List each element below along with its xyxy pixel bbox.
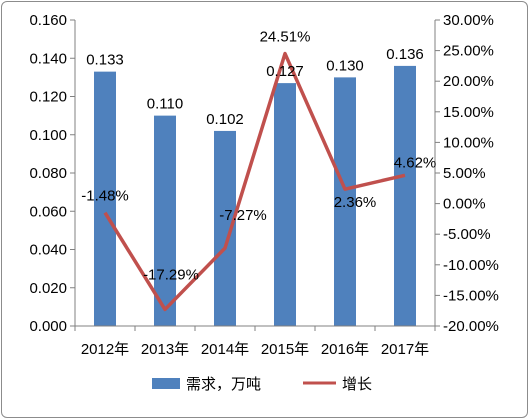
left-tick-label: 0.040 bbox=[29, 242, 67, 259]
line-data-label: -7.27% bbox=[219, 207, 267, 224]
left-tick-label: 0.080 bbox=[29, 165, 67, 182]
bar bbox=[154, 115, 176, 326]
right-tick-label: 25.00% bbox=[443, 43, 494, 60]
right-tick-label: 5.00% bbox=[443, 165, 486, 182]
bar bbox=[214, 130, 236, 326]
line-data-label: -1.48% bbox=[81, 188, 129, 205]
category-label: 2012年 bbox=[81, 341, 129, 358]
line-data-label: 24.51% bbox=[260, 29, 311, 46]
legend-bar-label: 需求，万吨 bbox=[186, 375, 261, 393]
legend-bar-swatch bbox=[152, 378, 180, 389]
category-label: 2015年 bbox=[261, 341, 309, 358]
left-tick-label: 0.100 bbox=[29, 127, 67, 144]
line-data-label: 2.36% bbox=[334, 194, 377, 211]
bar-data-label: 0.136 bbox=[386, 46, 424, 63]
right-tick-label: -20.00% bbox=[443, 318, 499, 335]
right-tick-label: -10.00% bbox=[443, 257, 499, 274]
bar-data-labels: 0.133 0.110 0.102 0.127 0.130 0.136 bbox=[86, 46, 424, 128]
right-axis-ticks: -20.00% -15.00% -10.00% -5.00% 0.00% 5.00% 10.… bbox=[435, 12, 499, 335]
bar bbox=[94, 71, 116, 326]
legend: 需求，万吨 增长 bbox=[152, 375, 372, 393]
right-tick-label: 30.00% bbox=[443, 12, 494, 29]
left-tick-label: 0.000 bbox=[29, 318, 67, 335]
left-axis-ticks: 0.000 0.020 0.040 0.060 0.080 0.100 0.120 0.140… bbox=[29, 12, 75, 335]
bar-data-label: 0.127 bbox=[266, 63, 304, 80]
bar-data-label: 0.130 bbox=[326, 57, 364, 74]
line-data-labels: -1.48% -17.29% -7.27% 24.51% 2.36% 4.62% bbox=[81, 29, 436, 284]
right-tick-label: -15.00% bbox=[443, 287, 499, 304]
category-label: 2013年 bbox=[141, 341, 189, 358]
category-label: 2017年 bbox=[381, 341, 429, 358]
legend-line-label: 增长 bbox=[342, 375, 372, 393]
bar-data-label: 0.102 bbox=[206, 111, 244, 128]
category-label: 2016年 bbox=[321, 341, 369, 358]
bar-data-label: 0.110 bbox=[147, 96, 183, 113]
right-tick-label: 15.00% bbox=[443, 104, 494, 121]
right-tick-label: 10.00% bbox=[443, 134, 494, 151]
category-labels: 2012年 2013年 2014年 2015年 2016年 2017年 bbox=[81, 341, 429, 358]
left-tick-label: 0.140 bbox=[29, 50, 67, 67]
right-tick-label: 20.00% bbox=[443, 73, 494, 90]
right-tick-label: -5.00% bbox=[443, 226, 491, 243]
left-tick-label: 0.060 bbox=[29, 203, 67, 220]
axes bbox=[74, 20, 436, 331]
left-tick-label: 0.120 bbox=[29, 89, 67, 106]
growth-line bbox=[103, 51, 406, 312]
line-data-label: 4.62% bbox=[394, 154, 437, 171]
bar bbox=[274, 83, 296, 326]
line-data-label: -17.29% bbox=[143, 266, 199, 283]
bar bbox=[334, 77, 356, 326]
right-tick-label: 0.00% bbox=[443, 196, 486, 213]
left-tick-label: 0.160 bbox=[29, 12, 67, 29]
bar-series bbox=[94, 65, 416, 327]
line-series bbox=[103, 51, 406, 312]
left-tick-label: 0.020 bbox=[29, 280, 67, 297]
bar-data-label: 0.133 bbox=[86, 52, 124, 69]
bar bbox=[394, 65, 416, 327]
category-label: 2014年 bbox=[201, 341, 249, 358]
